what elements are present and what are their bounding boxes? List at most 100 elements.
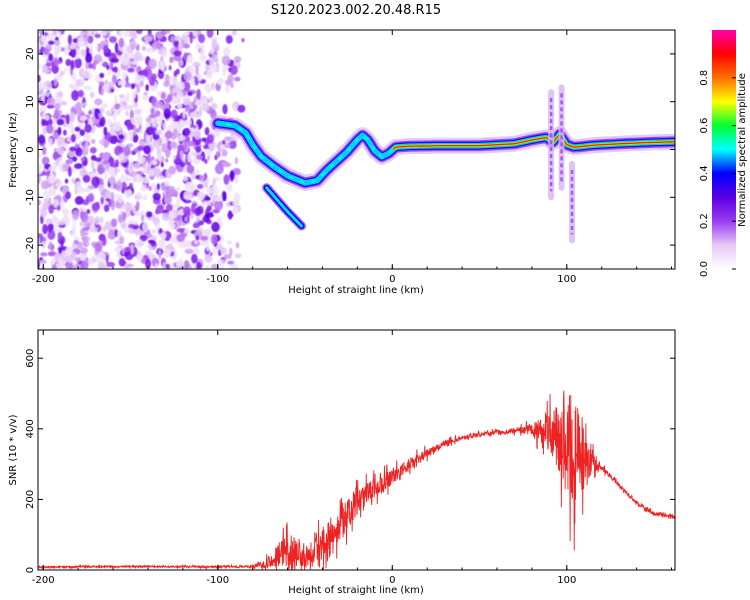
noise-speckle bbox=[214, 200, 223, 211]
noise-speckle bbox=[79, 261, 89, 269]
noise-speckle bbox=[168, 65, 172, 71]
noise-speckle bbox=[145, 126, 154, 136]
noise-speckle bbox=[139, 80, 144, 87]
noise-speckle bbox=[87, 63, 95, 69]
noise-speckle bbox=[98, 184, 104, 193]
noise-speckle bbox=[102, 151, 110, 162]
noise-speckle bbox=[65, 113, 70, 125]
noise-speckle bbox=[132, 174, 137, 183]
noise-speckle bbox=[172, 128, 178, 139]
noise-speckle bbox=[44, 163, 51, 170]
noise-speckle bbox=[189, 150, 196, 157]
noise-speckle bbox=[97, 251, 106, 263]
noise-speckle bbox=[146, 211, 153, 218]
noise-speckle bbox=[127, 67, 135, 73]
noise-speckle bbox=[232, 167, 241, 176]
noise-speckle bbox=[47, 223, 52, 233]
noise-speckle bbox=[136, 145, 145, 151]
noise-speckle bbox=[41, 180, 49, 190]
noise-speckle bbox=[40, 94, 45, 103]
noise-speckle bbox=[158, 228, 163, 234]
noise-speckle bbox=[192, 61, 201, 68]
snr-series-line bbox=[38, 390, 675, 570]
noise-speckle bbox=[71, 177, 75, 184]
snr-xtick-label: -200 bbox=[32, 575, 55, 586]
spectrogram-ytick-label: -10 bbox=[25, 189, 36, 205]
noise-speckle bbox=[229, 64, 238, 76]
noise-speckle bbox=[164, 263, 171, 269]
noise-speckle bbox=[42, 127, 47, 136]
noise-speckle bbox=[176, 228, 185, 233]
noise-speckle bbox=[233, 192, 241, 204]
noise-speckle bbox=[142, 176, 150, 184]
colorbar-tick-label: 0.4 bbox=[699, 165, 710, 181]
noise-speckle bbox=[155, 167, 161, 177]
noise-speckle bbox=[99, 116, 106, 127]
noise-speckle bbox=[72, 156, 78, 162]
noise-speckle bbox=[71, 222, 76, 234]
colorbar-axis: 0.0 0.2 0.4 0.6 0.8 bbox=[699, 70, 736, 277]
noise-speckle bbox=[222, 140, 226, 145]
noise-speckle bbox=[102, 160, 109, 165]
noise-speckle bbox=[160, 134, 166, 143]
noise-speckle bbox=[163, 80, 171, 88]
noise-speckle bbox=[199, 54, 208, 62]
noise-speckle bbox=[72, 72, 77, 83]
noise-speckle bbox=[54, 182, 63, 188]
noise-speckle bbox=[164, 194, 172, 205]
snr-xtick-label: 100 bbox=[557, 575, 576, 586]
noise-speckle bbox=[101, 236, 107, 247]
noise-speckle bbox=[132, 206, 136, 214]
noise-speckle bbox=[118, 106, 126, 111]
noise-speckle bbox=[110, 218, 118, 228]
noise-speckle bbox=[124, 262, 129, 269]
snr-x-axis: -200 -100 0 100 bbox=[32, 330, 673, 586]
noise-speckle bbox=[147, 233, 153, 239]
noise-speckle bbox=[136, 30, 143, 35]
noise-speckle bbox=[142, 45, 146, 51]
noise-speckle bbox=[169, 236, 177, 243]
noise-speckle bbox=[214, 163, 224, 175]
noise-speckle bbox=[83, 222, 90, 227]
noise-speckle bbox=[70, 47, 77, 58]
noise-speckle bbox=[53, 40, 61, 47]
noise-speckle bbox=[196, 154, 203, 160]
noise-speckle bbox=[126, 53, 136, 60]
noise-speckle bbox=[123, 30, 132, 37]
figure-title: S120.2023.002.20.48.R15 bbox=[271, 3, 441, 18]
noise-speckle bbox=[183, 260, 190, 269]
noise-speckle bbox=[52, 30, 58, 37]
noise-speckle bbox=[97, 163, 104, 175]
noise-speckle bbox=[70, 59, 74, 71]
noise-speckle bbox=[167, 124, 176, 131]
noise-speckle bbox=[53, 108, 60, 120]
noise-speckle bbox=[115, 202, 123, 209]
noise-speckle bbox=[83, 68, 90, 79]
noise-speckle bbox=[128, 182, 133, 190]
noise-speckle bbox=[47, 251, 55, 257]
noise-speckle bbox=[194, 239, 199, 245]
snr-ytick-label: 200 bbox=[25, 490, 36, 509]
noise-speckle bbox=[104, 190, 112, 199]
noise-speckle bbox=[38, 74, 41, 83]
noise-speckle bbox=[143, 145, 152, 154]
noise-speckle bbox=[173, 50, 182, 57]
noise-speckle bbox=[110, 57, 120, 63]
noise-speckle bbox=[120, 58, 130, 66]
noise-speckle bbox=[103, 126, 108, 136]
noise-speckle bbox=[210, 64, 217, 74]
noise-speckle bbox=[234, 157, 239, 165]
noise-speckle bbox=[221, 190, 226, 202]
noise-speckle bbox=[88, 30, 92, 35]
noise-speckle bbox=[110, 202, 116, 211]
noise-speckle bbox=[191, 253, 198, 264]
noise-speckle bbox=[75, 142, 79, 149]
snr-xtick-label: 0 bbox=[389, 575, 395, 586]
noise-speckle bbox=[222, 103, 228, 115]
noise-speckle bbox=[113, 94, 118, 106]
noise-speckle bbox=[103, 204, 110, 213]
noise-speckle bbox=[205, 264, 210, 269]
noise-speckle bbox=[145, 47, 155, 54]
noise-speckle bbox=[80, 254, 86, 261]
